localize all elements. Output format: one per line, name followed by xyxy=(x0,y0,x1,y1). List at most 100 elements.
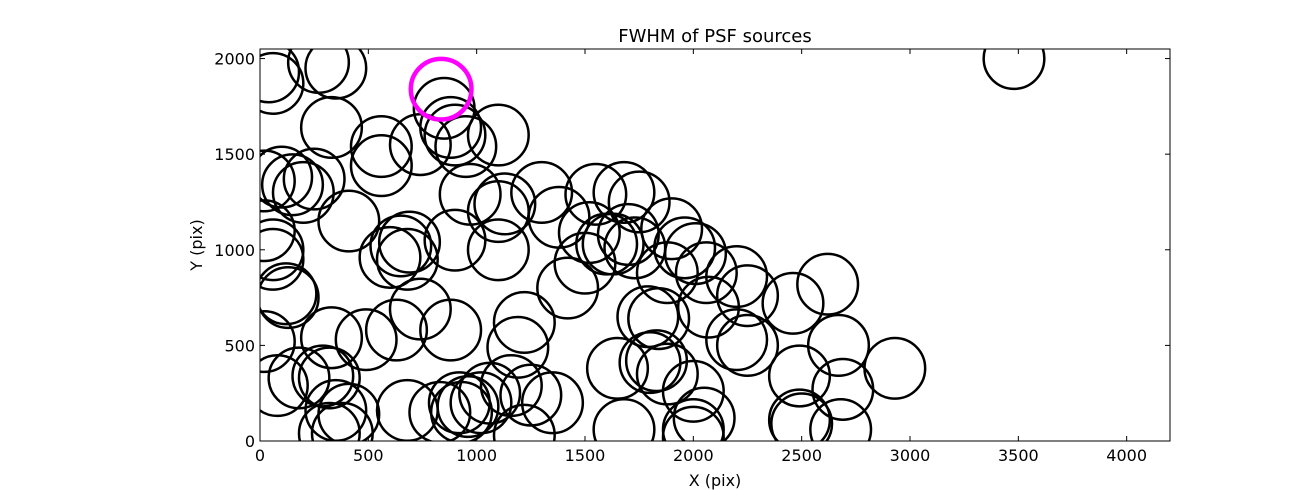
psf-source-marker xyxy=(271,160,335,224)
x-tick-label: 3000 xyxy=(890,446,931,465)
psf-source-marker xyxy=(676,275,741,339)
psf-source-marker xyxy=(674,241,738,305)
psf-source-marker xyxy=(761,271,825,335)
x-tick-label: 1500 xyxy=(565,446,606,465)
psf-source-marker xyxy=(564,162,628,226)
x-axis-label: X (pix) xyxy=(689,471,742,490)
psf-source-marker xyxy=(449,371,513,435)
psf-source-marker xyxy=(553,231,617,295)
psf-source-marker xyxy=(627,287,691,351)
x-tick-label: 2500 xyxy=(781,446,822,465)
psf-source-marker xyxy=(661,405,725,441)
psf-source-marker xyxy=(809,397,873,441)
psf-source-marker xyxy=(349,134,413,198)
psf-source-marker xyxy=(419,298,483,362)
chart-title: FWHM of PSF sources xyxy=(618,26,812,47)
psf-source-marker xyxy=(767,388,832,441)
y-tick-label: 0 xyxy=(245,432,255,451)
psf-source-marker xyxy=(863,336,927,400)
psf-source-marker xyxy=(466,103,530,167)
x-tick-label: 0 xyxy=(255,446,265,465)
psf-source-marker xyxy=(635,241,699,305)
highlighted-source-marker xyxy=(408,56,474,122)
psf-source-marker xyxy=(510,160,574,224)
psf-source-marker xyxy=(388,277,452,341)
psf-source-marker xyxy=(260,309,296,374)
psf-source-marker xyxy=(423,103,487,167)
psf-source-marker xyxy=(349,114,413,179)
psf-source-marker xyxy=(310,401,374,441)
psf-source-marker xyxy=(715,264,780,328)
psf-source-marker xyxy=(434,114,498,179)
psf-source-marker xyxy=(375,227,439,291)
psf-source-marker xyxy=(661,359,725,423)
psf-source-marker xyxy=(388,113,452,177)
psf-source-marker xyxy=(260,218,305,282)
psf-source-marker xyxy=(796,252,860,316)
psf-source-marker xyxy=(260,49,301,104)
psf-source-marker xyxy=(317,189,381,253)
psf-source-marker xyxy=(260,266,320,330)
psf-source-marker xyxy=(486,315,550,379)
psf-source-marker xyxy=(375,378,439,441)
psf-source-marker xyxy=(408,380,472,441)
psf-source-marker xyxy=(520,371,585,435)
y-tick-label: 1500 xyxy=(214,145,255,164)
psf-source-marker xyxy=(492,290,556,355)
psf-source-marker xyxy=(260,149,296,213)
psf-source-marker xyxy=(479,353,543,418)
psf-source-marker xyxy=(419,95,483,159)
psf-source-marker xyxy=(640,197,704,261)
psf-source-marker xyxy=(260,145,314,209)
psf-source-marker xyxy=(536,256,600,320)
psf-source-marker xyxy=(369,214,433,278)
psf-source-marker xyxy=(282,147,346,211)
psf-source-marker xyxy=(672,386,736,441)
psf-source-marker xyxy=(334,308,398,372)
psf-source-marker xyxy=(466,218,530,282)
y-tick-label: 1000 xyxy=(214,241,255,260)
y-tick-label: 500 xyxy=(224,336,255,355)
psf-source-marker xyxy=(260,353,309,418)
psf-source-marker xyxy=(592,397,656,441)
psf-source-marker xyxy=(653,216,717,280)
psf-source-marker xyxy=(806,313,871,377)
psf-source-marker xyxy=(260,153,325,217)
psf-source-marker xyxy=(492,403,556,441)
x-tick-label: 4000 xyxy=(1106,446,1147,465)
psf-source-marker xyxy=(297,401,361,441)
psf-source-marker xyxy=(260,199,296,263)
psf-source-marker xyxy=(767,344,832,408)
data-points xyxy=(260,49,1046,441)
psf-source-marker xyxy=(358,225,422,290)
psf-source-marker xyxy=(635,342,699,406)
psf-source-marker xyxy=(304,378,368,441)
psf-source-marker xyxy=(299,95,364,159)
psf-source-marker xyxy=(364,298,429,362)
psf-source-marker xyxy=(715,313,780,377)
psf-source-marker xyxy=(297,346,361,410)
psf-source-marker xyxy=(705,308,769,372)
y-axis-label: Y (pix) xyxy=(187,219,206,271)
x-axis-ticks: 0 500 1000 1500 2000 2500 3000 3500 4000 xyxy=(255,49,1147,465)
psf-source-marker xyxy=(260,51,305,115)
psf-source-marker xyxy=(267,346,331,410)
psf-source-marker xyxy=(592,160,656,224)
psf-source-marker xyxy=(377,210,442,274)
psf-source-marker xyxy=(423,208,487,272)
x-tick-label: 2000 xyxy=(673,446,714,465)
psf-source-marker xyxy=(473,172,537,236)
psf-source-marker xyxy=(304,49,368,100)
x-tick-label: 500 xyxy=(353,446,384,465)
x-tick-label: 3500 xyxy=(998,446,1039,465)
psf-source-marker xyxy=(607,170,671,234)
plot-frame xyxy=(259,48,1171,442)
psf-source-marker xyxy=(260,227,305,291)
y-tick-label: 2000 xyxy=(214,50,255,69)
psf-source-marker xyxy=(438,162,502,226)
psf-source-marker xyxy=(299,306,364,370)
psf-source-marker xyxy=(982,49,1046,91)
psf-source-marker xyxy=(770,392,834,441)
psf-source-marker xyxy=(260,262,318,326)
